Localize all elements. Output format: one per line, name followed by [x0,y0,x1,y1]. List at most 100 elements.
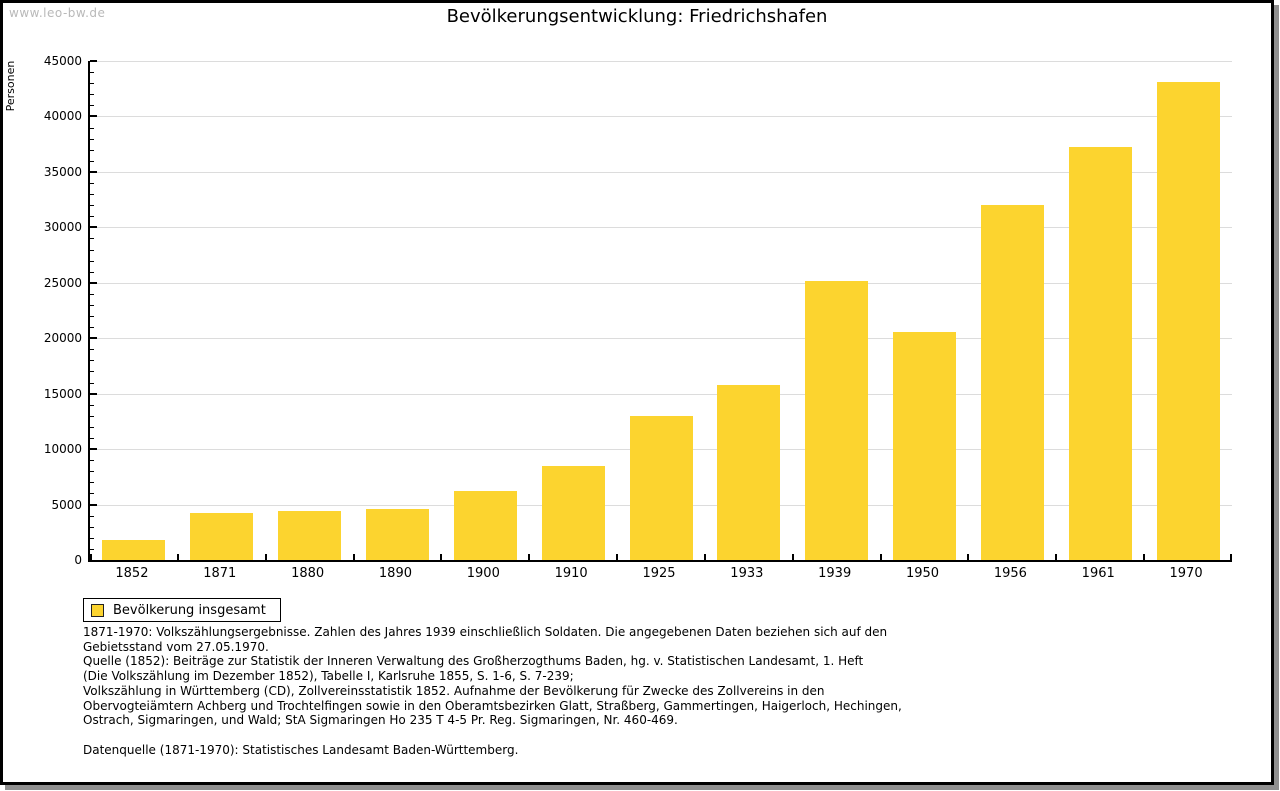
x-boundary-tick-11 [1055,554,1058,560]
y-minor-tick-37000 [90,149,94,151]
y-minor-tick-14000 [90,404,94,406]
x-boundary-tick-7 [703,554,706,560]
bar-1910 [541,466,605,560]
y-minor-tick-42000 [90,94,94,96]
gridline-20000 [90,338,1232,340]
note-line: (Die Volkszählung im Dezember 1852), Tab… [83,669,574,684]
x-boundary-tick-4 [440,554,443,560]
bar-1939 [805,281,869,560]
y-tick-label-10000: 10000 [43,442,82,457]
x-tick-label-1890: 1890 [378,566,412,581]
y-minor-tick-44000 [90,72,94,74]
y-tick-label-15000: 15000 [43,386,82,401]
note-line: Obervogteiämtern Achberg und Trochtelfin… [83,698,902,713]
y-major-tick-40000 [90,115,97,118]
bar-1970 [1156,82,1220,560]
y-minor-tick-3000 [90,526,94,528]
bar-1871 [190,513,254,560]
plot-area [88,60,1232,562]
x-tick-label-1852: 1852 [115,566,149,581]
x-tick-label-1880: 1880 [291,566,325,581]
watermark: www.leo-bw.de [9,6,106,20]
note-line: 1871-1970: Volkszählungsergebnisse. Zahl… [83,625,888,639]
legend-label: Bevölkerung insgesamt [113,602,266,618]
bar-1890 [365,509,429,560]
gridline-25000 [90,282,1232,284]
x-boundary-tick-0 [90,554,92,560]
x-boundary-tick-9 [879,554,882,560]
y-minor-tick-38000 [90,138,94,140]
y-minor-tick-2000 [90,537,94,539]
y-major-tick-45000 [90,60,97,62]
x-boundary-tick-10 [967,554,970,560]
y-tick-label-20000: 20000 [43,331,82,346]
y-minor-tick-36000 [90,160,94,162]
y-minor-tick-17000 [90,371,94,373]
note-line [83,728,1233,743]
bar-1852 [102,540,166,560]
x-boundary-tick-1 [176,554,179,560]
y-minor-tick-24000 [90,293,94,295]
note-line: Volkszählung in Württemberg (CD), Zollve… [83,683,825,698]
y-major-tick-10000 [90,448,97,451]
y-major-tick-20000 [90,337,97,340]
y-minor-tick-8000 [90,471,94,473]
bar-1950 [893,332,957,560]
x-boundary-tick-8 [791,554,794,560]
bar-1933 [717,385,781,560]
x-tick-label-1900: 1900 [466,566,500,581]
y-minor-tick-13000 [90,415,94,417]
y-axis-title: Personen [4,60,17,112]
x-tick-label-1970: 1970 [1169,566,1203,581]
y-minor-tick-18000 [90,360,94,362]
y-minor-tick-4000 [90,515,94,517]
y-tick-label-0: 0 [74,553,82,567]
y-minor-tick-22000 [90,316,94,318]
y-minor-tick-7000 [90,482,94,484]
gridline-40000 [90,116,1232,118]
y-minor-tick-9000 [90,460,94,462]
y-minor-tick-27000 [90,260,94,262]
y-minor-tick-31000 [90,216,94,218]
bar-1880 [278,511,342,560]
x-tick-label-1910: 1910 [554,566,588,581]
y-minor-tick-16000 [90,382,94,384]
x-boundary-tick-2 [264,554,267,560]
y-major-tick-30000 [90,226,97,229]
x-tick-label-1933: 1933 [730,566,764,581]
x-boundary-tick-6 [616,554,619,560]
x-tick-label-1956: 1956 [993,566,1027,581]
x-tick-label-1961: 1961 [1081,566,1115,581]
y-tick-label-40000: 40000 [43,109,82,124]
y-minor-tick-19000 [90,349,94,351]
x-boundary-tick-5 [528,554,531,560]
bar-1961 [1068,147,1132,560]
gridline-45000 [90,61,1232,62]
x-tick-label-1925: 1925 [642,566,676,581]
gridline-15000 [90,393,1232,395]
y-minor-tick-41000 [90,105,94,107]
bar-1925 [629,416,693,560]
y-minor-tick-21000 [90,327,94,329]
chart-title: Bevölkerungsentwicklung: Friedrichshafen [446,6,828,27]
note-line: Datenquelle (1871-1970): Statistisches L… [83,742,519,757]
y-minor-tick-28000 [90,249,94,251]
x-boundary-tick-3 [352,554,355,560]
y-minor-tick-29000 [90,238,94,240]
gridline-30000 [90,227,1232,229]
footnotes: 1871-1970: Volkszählungsergebnisse. Zahl… [83,625,1233,757]
y-tick-label-45000: 45000 [43,54,82,68]
y-tick-label-35000: 35000 [43,164,82,179]
y-minor-tick-1000 [90,548,94,550]
y-minor-tick-33000 [90,194,94,196]
x-tick-label-1950: 1950 [905,566,940,581]
bar-1900 [453,491,517,560]
y-tick-label-5000: 5000 [51,497,82,512]
y-minor-tick-12000 [90,426,94,428]
y-minor-tick-6000 [90,493,94,495]
y-minor-tick-23000 [90,304,94,306]
legend: Bevölkerung insgesamt [83,598,281,622]
note-line: Gebietsstand vom 27.05.1970. [83,639,269,654]
gridline-35000 [90,171,1232,173]
